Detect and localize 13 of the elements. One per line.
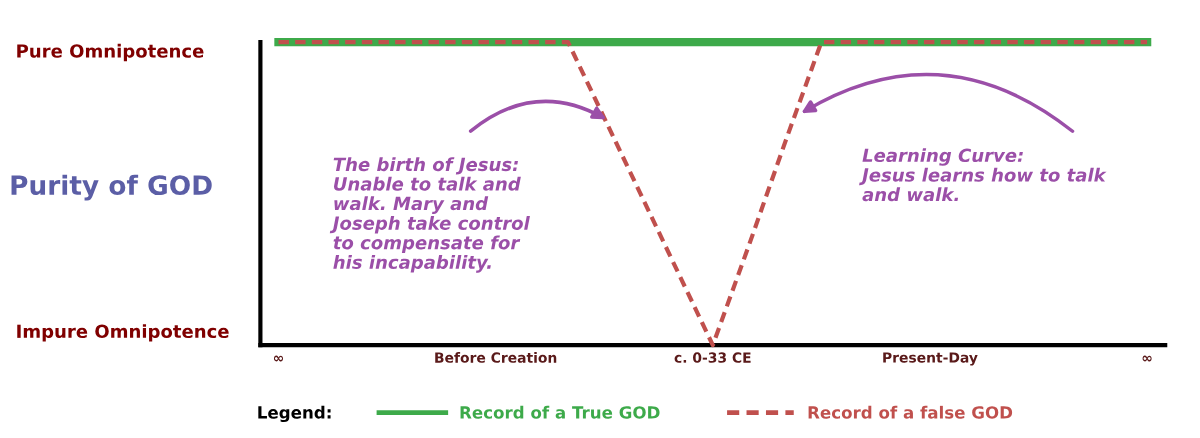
annotation: The birth of Jesus: Unable to talk and walk. Mary and Joseph take control to compensate for his incapability. [329, 157, 530, 273]
text: Pure Omnipotence [17, 43, 204, 62]
y-axis-title: Purity of GOD [11, 174, 212, 201]
text: Impure Omnipotence [17, 324, 229, 342]
legend-title: Legend: [258, 405, 331, 423]
legend-label: Record of a false GOD [808, 405, 1013, 419]
legend-label: Record of a True GOD [460, 405, 660, 419]
x-tick-label: Before Creation [435, 352, 557, 363]
x-tick-label: c. 0-33 CE [674, 352, 751, 363]
x-tick-label: ∞ [1142, 355, 1152, 362]
x-tick-label: Present-Day [883, 352, 978, 366]
x-tick-label: ∞ [273, 355, 284, 362]
annotation: Learning Curve: Jesus learns how to talk and walk. [859, 148, 1107, 202]
